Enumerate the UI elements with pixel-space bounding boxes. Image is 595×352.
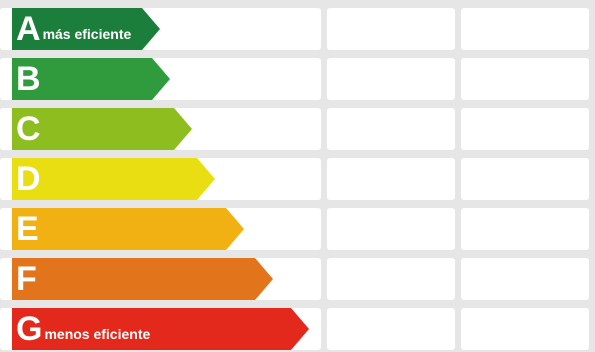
rating-letter: D [16, 160, 40, 198]
rating-cell-column-2 [327, 58, 455, 100]
rating-arrow-g: G menos eficiente [12, 308, 309, 350]
rating-cell-column-3 [461, 8, 589, 50]
rating-letter: A [16, 10, 40, 48]
rating-cell-column-3 [461, 208, 589, 250]
rating-cell-column-2 [327, 158, 455, 200]
rating-cell-column-2 [327, 208, 455, 250]
rating-arrow-c: C [12, 108, 192, 150]
rating-note: más eficiente [42, 26, 132, 42]
rating-cell-column-2 [327, 108, 455, 150]
rating-row-e: E [0, 208, 595, 250]
rating-cell-column-2 [327, 8, 455, 50]
rating-letter: C [16, 110, 40, 148]
rating-cell-column-3 [461, 258, 589, 300]
rating-arrow-e: E [12, 208, 244, 250]
rating-letter: G [16, 310, 42, 348]
rating-row-c: C [0, 108, 595, 150]
rating-row-a: A más eficiente [0, 8, 595, 50]
rating-cell-column-2 [327, 258, 455, 300]
rating-cell-column-2 [327, 308, 455, 350]
rating-arrow-d: D [12, 158, 215, 200]
rating-row-f: F [0, 258, 595, 300]
rating-cell-column-3 [461, 108, 589, 150]
rating-arrow-b: B [12, 58, 170, 100]
rating-note: menos eficiente [44, 326, 151, 342]
rating-row-g: G menos eficiente [0, 308, 595, 350]
rating-letter: B [16, 60, 40, 98]
rating-row-d: D [0, 158, 595, 200]
rating-letter: F [16, 260, 36, 298]
rating-row-b: B [0, 58, 595, 100]
rating-letter: E [16, 210, 38, 248]
rating-cell-column-3 [461, 58, 589, 100]
rating-cell-column-3 [461, 308, 589, 350]
rating-arrow-f: F [12, 258, 273, 300]
rating-arrow-a: A más eficiente [12, 8, 160, 50]
rating-cell-column-3 [461, 158, 589, 200]
